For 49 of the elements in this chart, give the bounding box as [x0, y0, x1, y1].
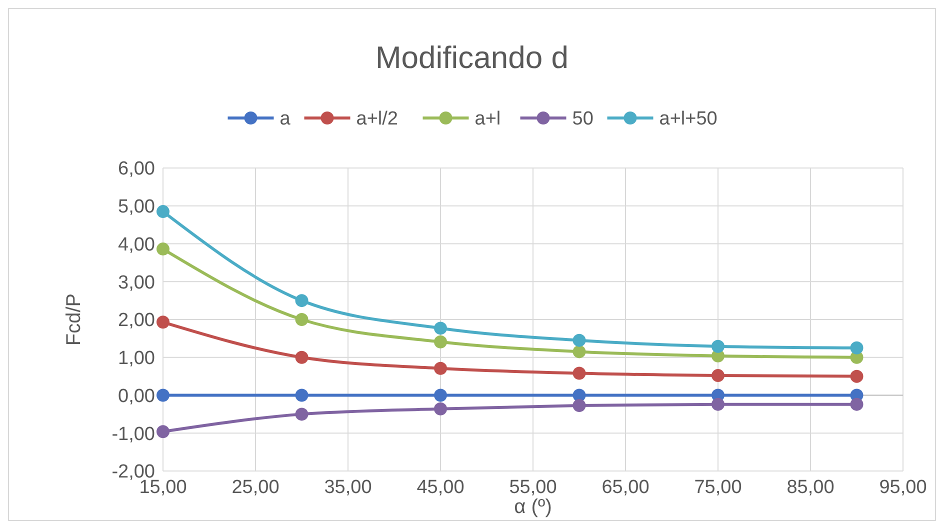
x-tick-label: 95,00 — [879, 477, 927, 498]
point — [572, 366, 586, 380]
x-tick-label: 75,00 — [694, 477, 742, 498]
point — [712, 340, 724, 353]
point — [572, 334, 586, 347]
point — [156, 316, 170, 329]
point — [295, 408, 308, 421]
point — [295, 388, 308, 402]
legend-label: a — [280, 108, 291, 130]
point — [156, 205, 170, 218]
legend-label: a+l/2 — [356, 108, 398, 130]
point — [156, 388, 170, 402]
y-tick-label: 1,00 — [118, 348, 155, 370]
point — [434, 322, 447, 335]
legend-label: a+l+50 — [659, 108, 718, 130]
y-axis-title: Fcd/P — [63, 293, 85, 346]
chart-title: Modificando d — [375, 40, 569, 75]
x-tick-label: 55,00 — [509, 477, 557, 498]
legend-label: 50 — [572, 108, 594, 130]
point — [434, 335, 447, 348]
point — [295, 313, 308, 326]
y-tick-label: 6,00 — [118, 158, 155, 180]
point — [434, 388, 447, 402]
point — [156, 242, 170, 256]
point — [572, 345, 586, 358]
point — [712, 369, 724, 382]
y-tick-label: 5,00 — [118, 196, 155, 218]
point — [572, 398, 586, 412]
point — [295, 350, 308, 364]
y-tick-label: -1,00 — [112, 424, 155, 445]
y-tick-label: 2,00 — [118, 310, 155, 332]
y-tick-label: 0,00 — [118, 386, 155, 407]
x-tick-label: 35,00 — [324, 477, 372, 498]
point — [434, 402, 447, 416]
point — [850, 398, 864, 411]
point — [850, 370, 864, 383]
point — [434, 362, 447, 375]
point — [156, 425, 170, 438]
point — [850, 341, 864, 354]
legend-label: a+l — [474, 108, 501, 130]
point — [295, 294, 308, 308]
x-tick-label: 65,00 — [602, 477, 650, 498]
x-tick-label: 85,00 — [786, 477, 834, 498]
x-tick-label: 25,00 — [232, 477, 280, 498]
x-axis-title: α (º) — [514, 496, 552, 518]
y-tick-label: 3,00 — [118, 272, 155, 294]
y-tick-label: 4,00 — [118, 234, 155, 256]
x-tick-label: 45,00 — [416, 477, 464, 498]
point — [712, 398, 724, 411]
